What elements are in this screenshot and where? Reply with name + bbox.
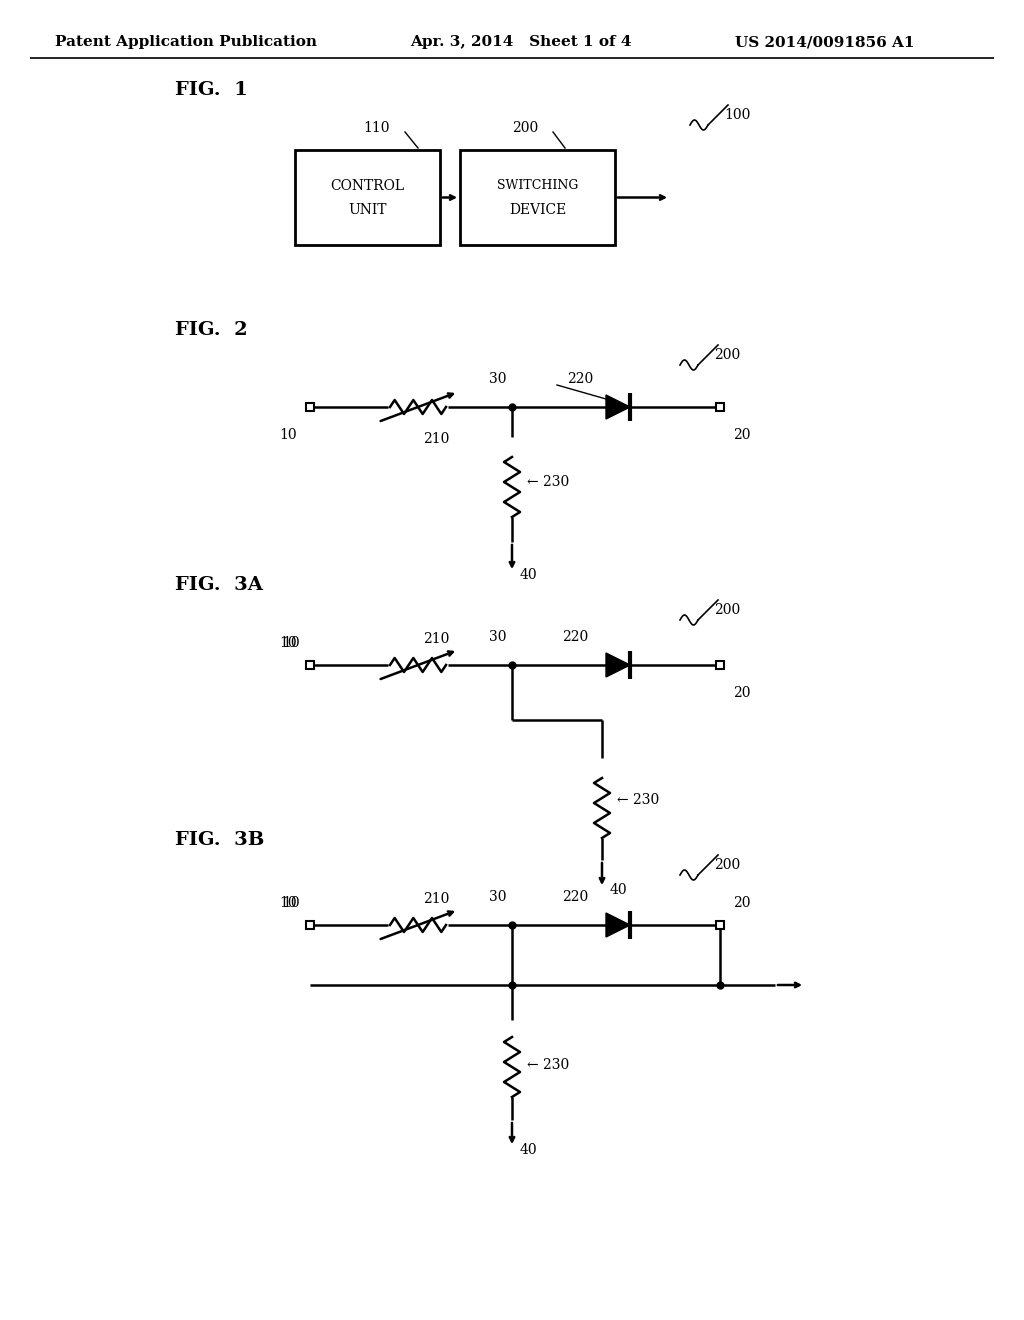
- Text: FIG.  3B: FIG. 3B: [175, 832, 264, 849]
- Text: 30: 30: [489, 372, 507, 385]
- Polygon shape: [606, 653, 630, 677]
- Text: 200: 200: [714, 348, 740, 362]
- Text: 220: 220: [562, 890, 588, 904]
- Text: SWITCHING: SWITCHING: [497, 180, 579, 191]
- Text: 10: 10: [280, 896, 297, 909]
- Text: FIG.  1: FIG. 1: [175, 81, 248, 99]
- Text: CONTROL: CONTROL: [331, 178, 404, 193]
- Text: 210: 210: [423, 892, 450, 906]
- Text: 100: 100: [724, 108, 751, 121]
- Bar: [306, 403, 314, 411]
- Text: 110: 110: [364, 121, 390, 135]
- Polygon shape: [606, 395, 630, 418]
- Text: FIG.  3A: FIG. 3A: [175, 576, 263, 594]
- Text: 20: 20: [733, 896, 751, 909]
- Text: ← 230: ← 230: [527, 475, 569, 488]
- Text: 10: 10: [280, 636, 297, 649]
- Text: 10: 10: [283, 896, 300, 909]
- Text: 10: 10: [280, 428, 297, 442]
- Text: Patent Application Publication: Patent Application Publication: [55, 36, 317, 49]
- Text: 200: 200: [512, 121, 538, 135]
- Bar: [716, 661, 724, 669]
- Bar: [306, 921, 314, 929]
- Text: US 2014/0091856 A1: US 2014/0091856 A1: [735, 36, 914, 49]
- Bar: [716, 921, 724, 929]
- Bar: [306, 661, 314, 669]
- Text: 220: 220: [567, 372, 593, 385]
- Text: 20: 20: [733, 686, 751, 700]
- Bar: [295, 150, 440, 246]
- Text: 200: 200: [714, 858, 740, 873]
- Text: 30: 30: [489, 630, 507, 644]
- Text: DEVICE: DEVICE: [509, 202, 566, 216]
- Text: UNIT: UNIT: [348, 202, 387, 216]
- Bar: [460, 150, 615, 246]
- Bar: [716, 403, 724, 411]
- Text: 40: 40: [610, 883, 628, 898]
- Text: ← 230: ← 230: [527, 1059, 569, 1072]
- Text: 200: 200: [714, 603, 740, 616]
- Text: 210: 210: [423, 432, 450, 446]
- Text: 220: 220: [562, 630, 588, 644]
- Polygon shape: [606, 913, 630, 937]
- Text: 40: 40: [520, 1143, 538, 1158]
- Text: 210: 210: [423, 632, 450, 645]
- Text: Apr. 3, 2014   Sheet 1 of 4: Apr. 3, 2014 Sheet 1 of 4: [410, 36, 632, 49]
- Text: FIG.  2: FIG. 2: [175, 321, 248, 339]
- Text: ← 230: ← 230: [617, 793, 659, 807]
- Text: 10: 10: [283, 636, 300, 649]
- Text: 20: 20: [733, 428, 751, 442]
- Text: 40: 40: [520, 568, 538, 582]
- Text: 30: 30: [489, 890, 507, 904]
